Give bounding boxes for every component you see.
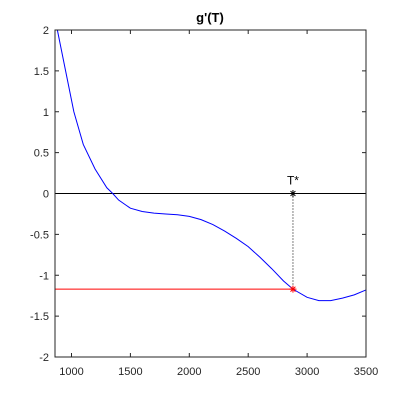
- x-tick-label: 1000: [59, 366, 83, 378]
- x-tick-label: 3500: [354, 366, 378, 378]
- x-tick-label: 2000: [177, 366, 201, 378]
- y-tick-label: -1.5: [30, 311, 49, 323]
- y-tick-label: 0: [43, 189, 49, 201]
- y-tick-label: 0.5: [34, 148, 49, 160]
- y-tick-label: 1: [43, 107, 49, 119]
- chart-title: g'(T): [196, 10, 224, 25]
- x-tick-label: 2500: [236, 366, 260, 378]
- y-tick-label: 1.5: [34, 66, 49, 78]
- y-tick-label: 2: [43, 25, 49, 37]
- x-tick-label: 3000: [295, 366, 319, 378]
- x-tick-label: 1500: [118, 366, 142, 378]
- y-tick-label: -2: [39, 352, 49, 364]
- marker-label: T*: [287, 174, 299, 188]
- y-tick-label: -1: [39, 270, 49, 282]
- y-tick-label: -0.5: [30, 229, 49, 241]
- curve: [56, 29, 367, 302]
- star-marker: [289, 190, 297, 197]
- star-marker: [289, 285, 297, 293]
- axes-box: [54, 29, 367, 358]
